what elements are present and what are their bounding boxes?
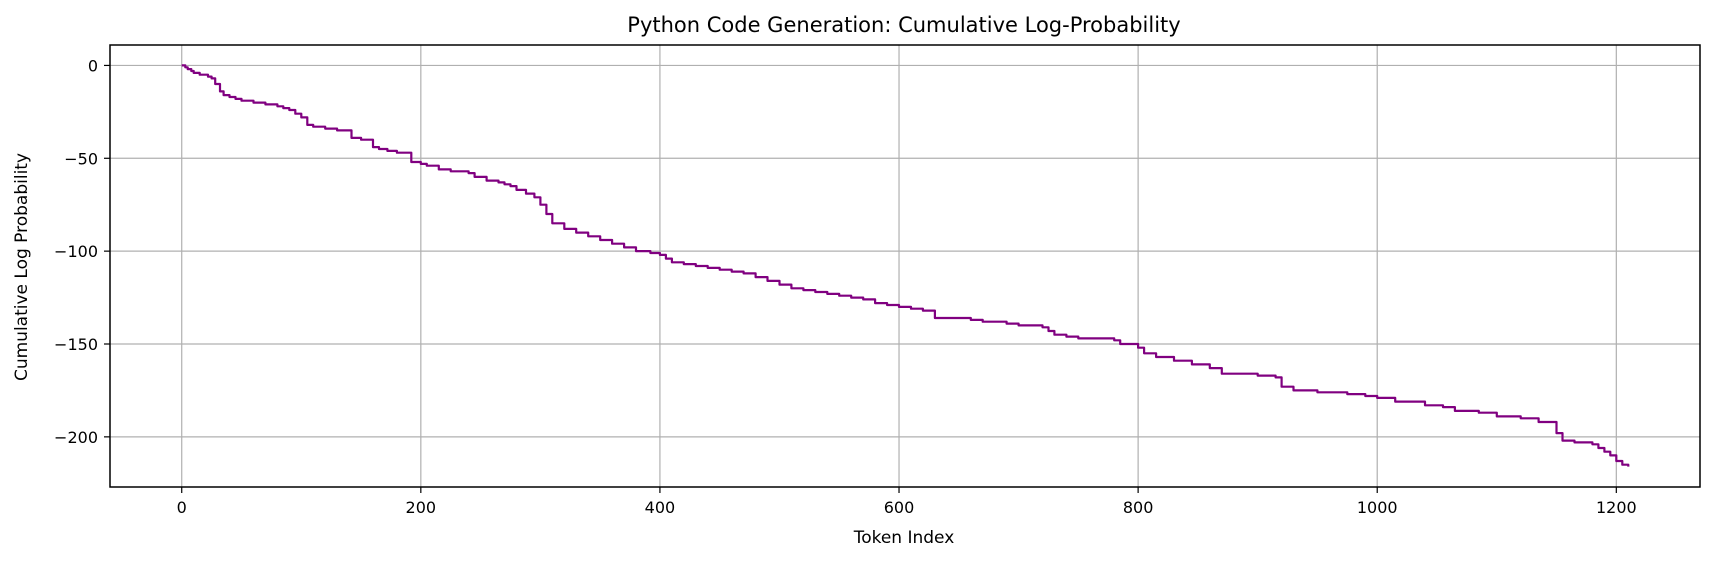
series-layer: [181, 64, 1630, 467]
y-tick-label: −100: [54, 242, 98, 261]
x-tick-label: 400: [645, 498, 676, 517]
x-tick-label: 600: [884, 498, 915, 517]
x-tick-label: 800: [1123, 498, 1154, 517]
x-tick-label: 0: [177, 498, 187, 517]
y-tick-label: −50: [64, 149, 98, 168]
y-axis-label: Cumulative Log Probability: [12, 153, 32, 381]
y-tick-label: −150: [54, 335, 98, 354]
series-line: [181, 64, 1630, 467]
y-tick-label: −200: [54, 428, 98, 447]
chart-title: Python Code Generation: Cumulative Log-P…: [627, 13, 1180, 37]
axis-ticks: 0 200 400 600 800 1000 1200 0 −50 −100 −150 −200: [54, 56, 1637, 517]
x-tick-label: 1000: [1357, 498, 1398, 517]
y-tick-label: 0: [88, 56, 98, 75]
plot-area-frame: [109, 44, 1701, 488]
x-axis-label: Token Index: [853, 528, 955, 548]
x-tick-label: 1200: [1596, 498, 1637, 517]
grid-lines: [110, 45, 1700, 487]
x-tick-label: 200: [406, 498, 437, 517]
